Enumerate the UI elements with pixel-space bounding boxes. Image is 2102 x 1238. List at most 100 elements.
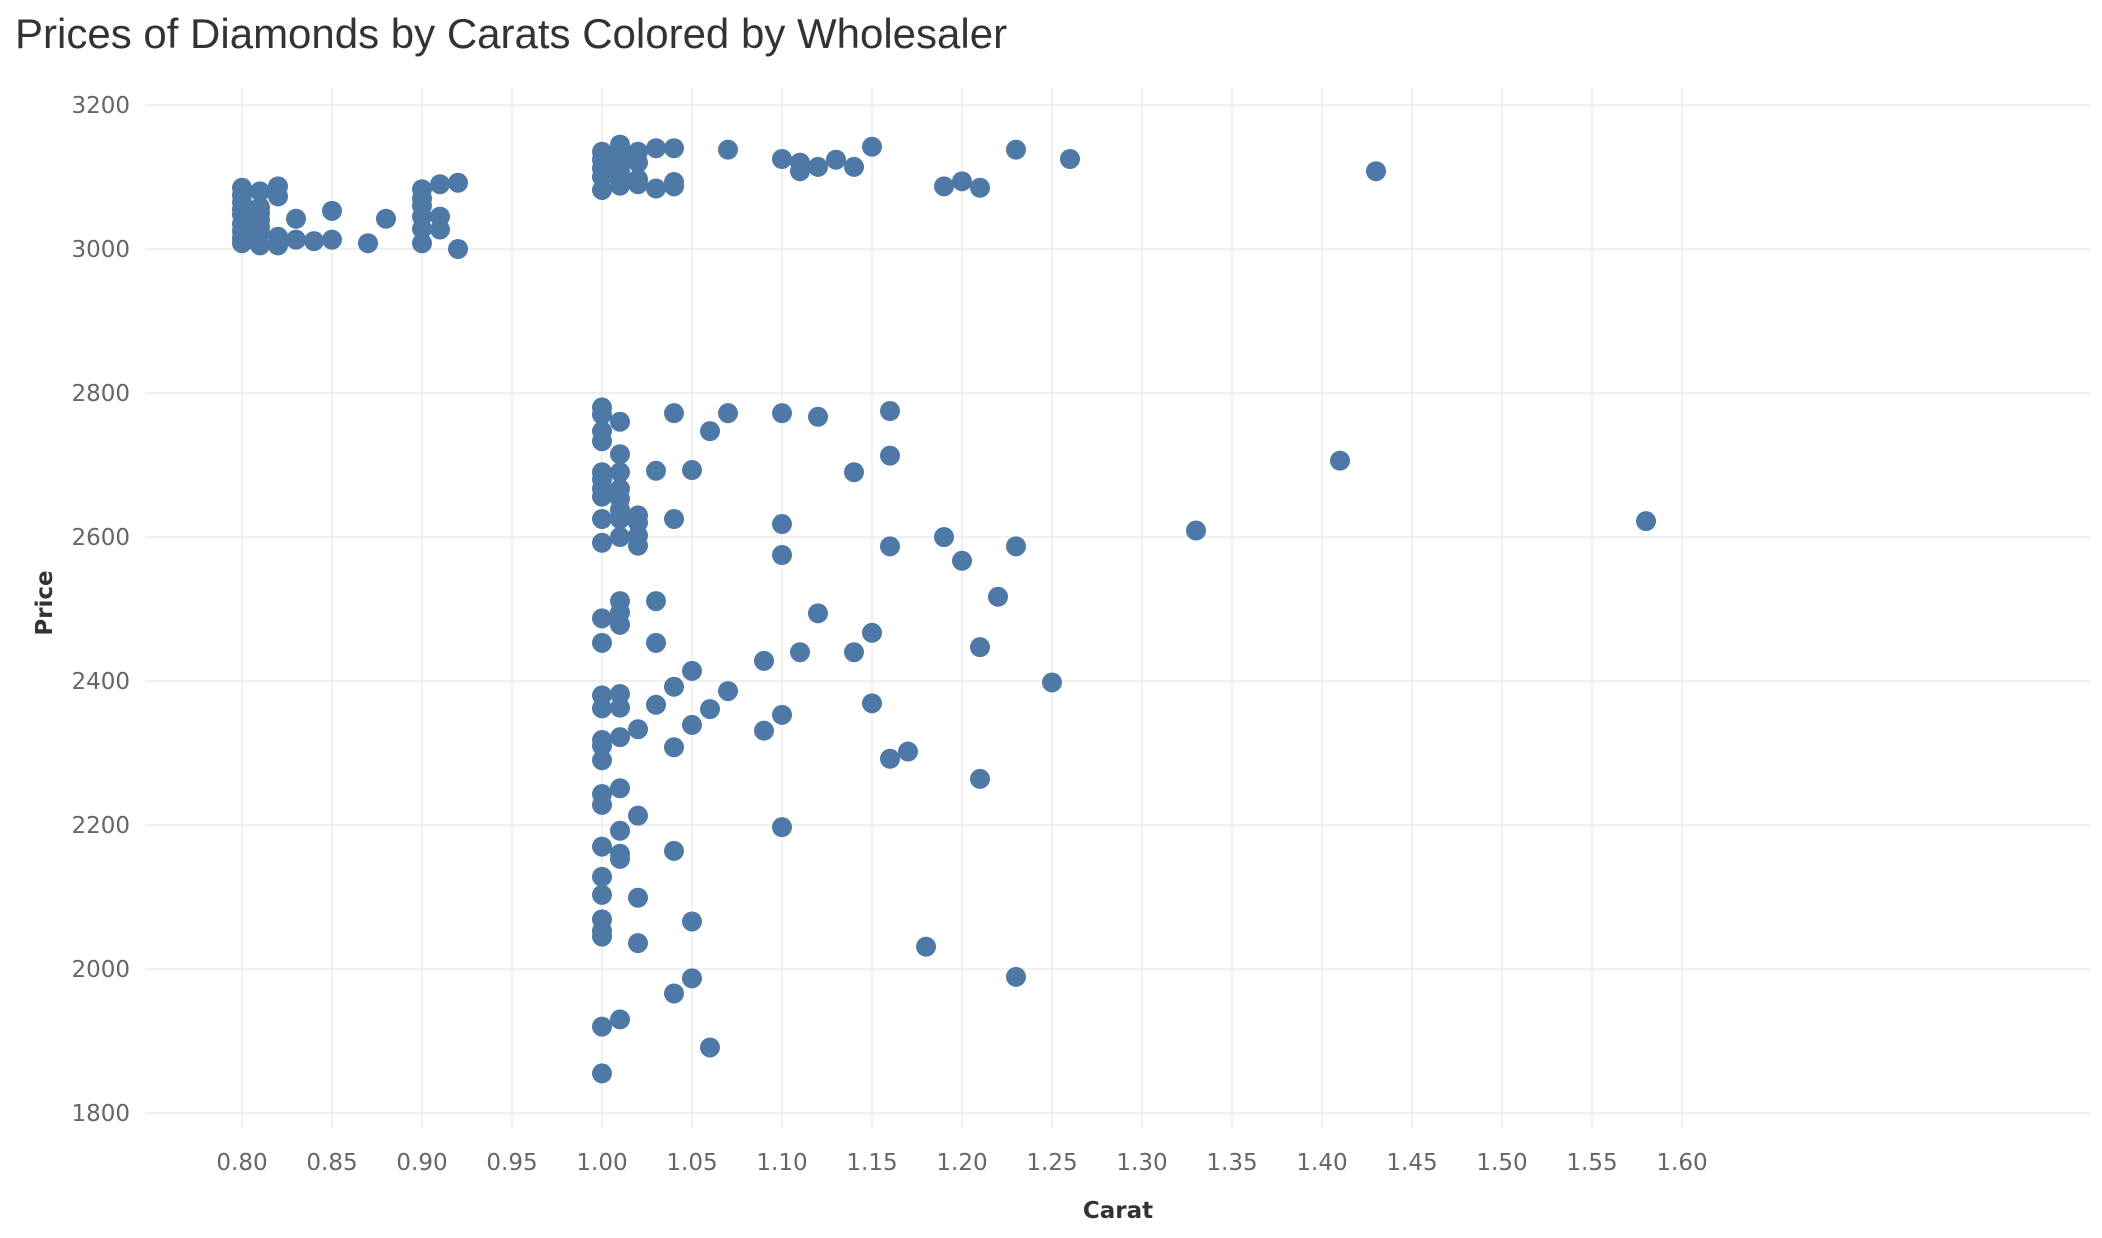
x-axis-title: Carat bbox=[1083, 1198, 1153, 1224]
data-point bbox=[790, 161, 810, 182]
data-point bbox=[700, 699, 720, 720]
data-point bbox=[610, 175, 630, 196]
data-point bbox=[646, 460, 666, 481]
data-point bbox=[250, 235, 270, 256]
x-tick-label: 0.95 bbox=[486, 1150, 537, 1176]
data-point bbox=[808, 156, 828, 177]
data-point bbox=[1366, 161, 1386, 182]
data-point bbox=[808, 406, 828, 427]
data-point bbox=[592, 431, 612, 452]
data-point bbox=[844, 462, 864, 483]
data-point bbox=[250, 181, 270, 202]
data-point bbox=[898, 741, 918, 762]
data-point bbox=[628, 805, 648, 826]
data-point bbox=[844, 642, 864, 663]
data-point bbox=[934, 176, 954, 197]
data-point bbox=[754, 720, 774, 741]
data-point bbox=[772, 545, 792, 565]
data-point bbox=[646, 694, 666, 715]
x-tick-label: 1.15 bbox=[846, 1150, 897, 1176]
data-point bbox=[610, 509, 630, 529]
data-point bbox=[628, 535, 648, 556]
data-point bbox=[772, 514, 792, 535]
data-point bbox=[232, 233, 252, 254]
x-tick-label: 0.80 bbox=[216, 1150, 267, 1176]
data-point bbox=[628, 887, 648, 908]
data-point bbox=[592, 884, 612, 905]
data-point bbox=[934, 527, 954, 547]
x-tick-label: 1.55 bbox=[1566, 1150, 1617, 1176]
data-point bbox=[808, 603, 828, 624]
data-point bbox=[268, 186, 288, 207]
data-point bbox=[610, 778, 630, 799]
data-point bbox=[646, 591, 666, 612]
data-point bbox=[286, 208, 306, 229]
data-point bbox=[592, 608, 612, 629]
data-point bbox=[880, 748, 900, 769]
chart-title: Prices of Diamonds by Carats Colored by … bbox=[15, 10, 1008, 57]
data-point bbox=[304, 231, 324, 252]
x-tick-label: 0.90 bbox=[396, 1150, 447, 1176]
x-tick-label: 1.45 bbox=[1386, 1150, 1437, 1176]
data-point bbox=[1042, 672, 1062, 693]
data-point bbox=[1636, 511, 1656, 532]
data-point bbox=[970, 768, 990, 789]
x-tick-label: 1.40 bbox=[1296, 1150, 1347, 1176]
data-point bbox=[592, 632, 612, 653]
data-point bbox=[682, 460, 702, 481]
data-point bbox=[592, 486, 612, 507]
data-point bbox=[610, 614, 630, 635]
data-point bbox=[682, 911, 702, 932]
data-point bbox=[628, 174, 648, 195]
data-point bbox=[988, 586, 1008, 607]
x-tick-label: 1.00 bbox=[576, 1150, 627, 1176]
data-point bbox=[646, 632, 666, 653]
data-point bbox=[592, 1063, 612, 1084]
data-point bbox=[268, 235, 288, 256]
data-point bbox=[664, 676, 684, 697]
data-point bbox=[880, 401, 900, 421]
data-point bbox=[772, 704, 792, 725]
x-tick-label: 1.50 bbox=[1476, 1150, 1527, 1176]
y-tick-label: 3000 bbox=[71, 237, 130, 263]
data-point bbox=[592, 926, 612, 947]
data-point bbox=[664, 983, 684, 1004]
data-point bbox=[430, 219, 450, 240]
data-point bbox=[610, 462, 630, 483]
data-point bbox=[628, 719, 648, 740]
data-point bbox=[844, 156, 864, 177]
x-tick-label: 0.85 bbox=[306, 1150, 357, 1176]
data-point bbox=[628, 152, 648, 173]
data-point bbox=[322, 229, 342, 250]
data-point bbox=[412, 218, 432, 239]
data-point bbox=[592, 532, 612, 553]
data-point bbox=[970, 177, 990, 198]
data-point bbox=[664, 403, 684, 424]
data-point bbox=[862, 622, 882, 643]
data-point bbox=[880, 536, 900, 557]
data-point bbox=[880, 445, 900, 466]
data-point bbox=[610, 848, 630, 869]
data-point bbox=[322, 200, 342, 221]
data-point bbox=[592, 750, 612, 771]
data-point bbox=[772, 149, 792, 169]
data-point bbox=[610, 820, 630, 841]
data-point bbox=[376, 208, 396, 229]
data-point bbox=[682, 660, 702, 681]
data-point bbox=[592, 179, 612, 200]
data-point bbox=[772, 403, 792, 424]
data-point bbox=[664, 509, 684, 529]
x-tick-label: 1.60 bbox=[1656, 1150, 1707, 1176]
y-tick-label: 2800 bbox=[71, 381, 130, 407]
data-point bbox=[448, 172, 468, 193]
data-point bbox=[952, 550, 972, 571]
data-point bbox=[592, 836, 612, 857]
data-point bbox=[592, 866, 612, 887]
data-point bbox=[718, 403, 738, 424]
data-point bbox=[448, 239, 468, 259]
data-point bbox=[772, 817, 792, 838]
data-point bbox=[970, 637, 990, 658]
data-point bbox=[592, 1016, 612, 1037]
